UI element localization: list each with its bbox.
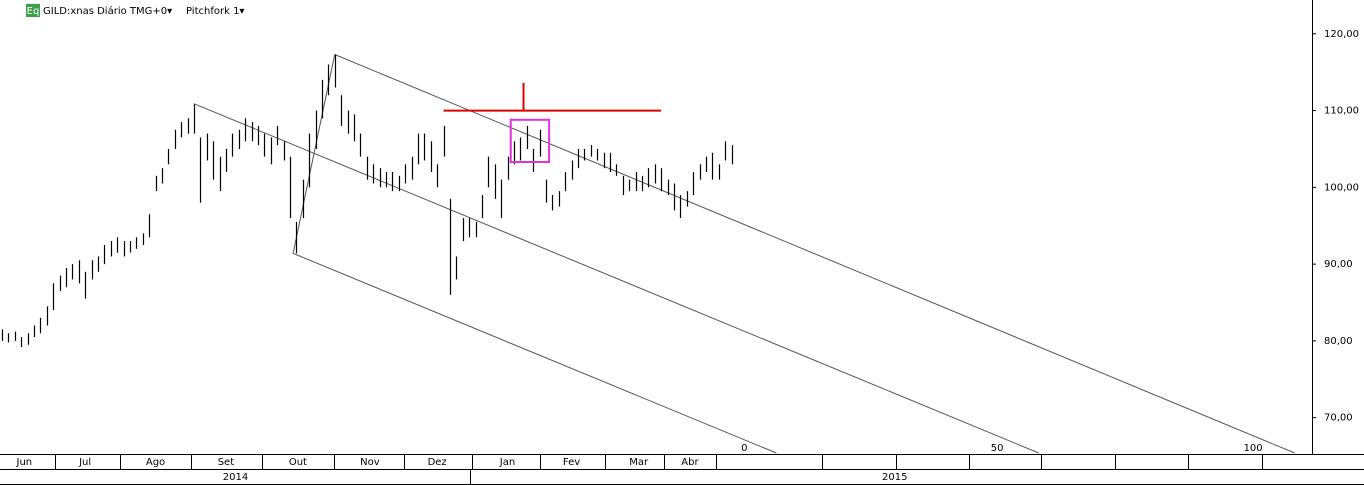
x-tick-label: Jan [499,457,515,468]
x-tick-label: Mar [629,457,649,468]
bar-count-label: 50 [991,443,1004,454]
x-tick-label: Ago [146,457,165,468]
y-tick-label: 110,00 [1324,106,1359,117]
future-separators [822,454,1263,469]
x-tick-label: Fev [563,457,580,468]
badge-text: Eq [27,6,40,17]
pitchfork-line [334,54,1295,454]
x-tick-label: Nov [360,457,380,468]
year-label: 2015 [882,472,907,483]
badge[interactable] [26,4,40,17]
y-tick-label: 90,00 [1324,259,1353,270]
y-tick-label: 80,00 [1324,336,1353,347]
x-tick-label: Out [289,457,307,468]
y-tick-label: 120,00 [1324,29,1359,40]
study[interactable]: Pitchfork 1▾ [186,6,244,17]
pitchfork-line [193,103,1039,454]
y-tick-label: 100,00 [1324,182,1359,193]
pitchfork-line [292,252,777,454]
highlight-box [509,118,551,164]
x-tick-label: Jul [78,457,91,468]
y-tick-label: 70,00 [1324,413,1353,424]
year-label: 2014 [223,472,248,483]
x-tick-label: Set [218,457,235,468]
x-tick-label: Abr [681,457,699,468]
pitchfork-line [292,54,336,254]
bar-count-label: 0 [741,443,747,454]
x-tick-label: Dez [428,457,447,468]
bar-count-label: 100 [1244,443,1263,454]
instrument[interactable]: GILD:xnas Diário TMG+0▾ [43,5,172,17]
x-tick-label: Jun [16,457,33,468]
